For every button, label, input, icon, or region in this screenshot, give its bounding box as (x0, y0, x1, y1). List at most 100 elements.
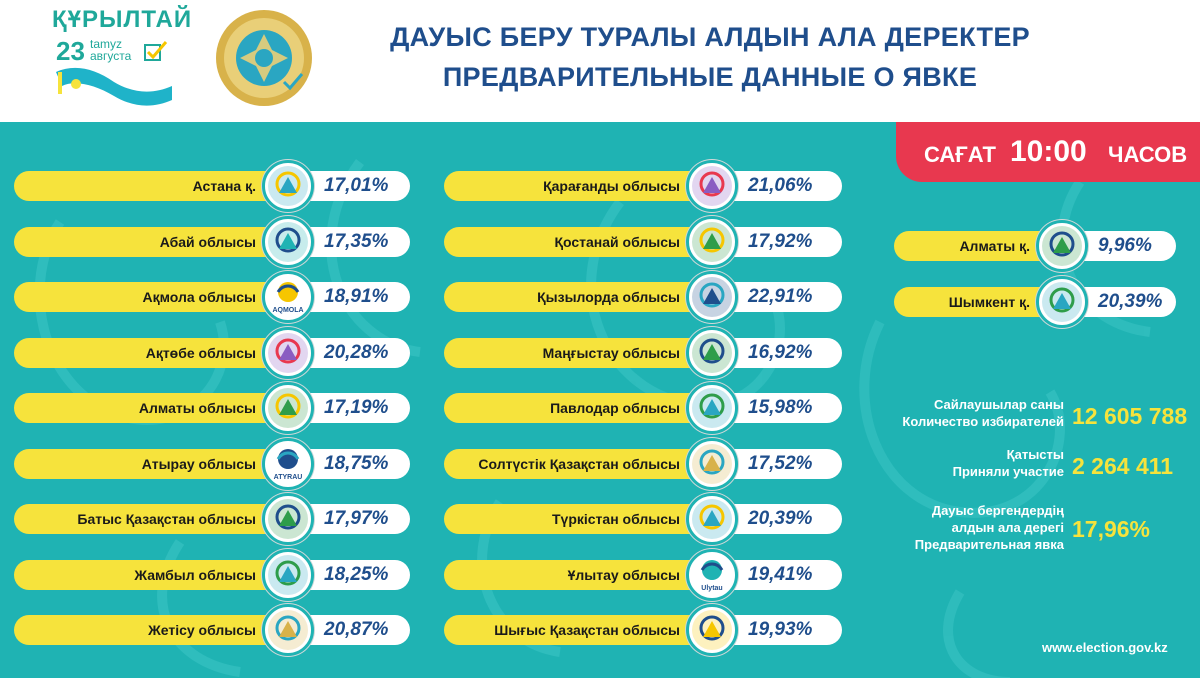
page-title-kz: ДАУЫС БЕРУ ТУРАЛЫ АЛДЫН АЛА ДЕРЕКТЕР (390, 22, 1030, 52)
region-turnout-pct: 17,35% (324, 230, 389, 252)
region-turnout-pct: 17,97% (324, 508, 389, 529)
turnout-label: Дауыс бергендердің алдын ала дерегі Пред… (880, 502, 1064, 553)
region-name: Алматы қ. (959, 238, 1030, 254)
region-row: Солтүстік Қазақстан облысы 17,52% (444, 434, 842, 494)
region-name: Қостанай облысы (554, 233, 680, 250)
atyrau-emblem-icon: ATYRAU (262, 437, 314, 490)
svg-text:Ulytau: Ulytau (701, 585, 722, 592)
region-row: Қостанай облысы 17,92% (444, 212, 842, 272)
region-bar-name (14, 171, 288, 201)
region-row: Астана қ. 17,01% (14, 156, 410, 216)
region-name: Павлодар облысы (550, 400, 680, 416)
region-name: Маңғыстау облысы (542, 344, 680, 361)
region-turnout-pct: 22,91% (748, 286, 813, 307)
region-row: Ұлытау облысы 19,41% Ulytau (444, 545, 842, 605)
abai-emblem-icon (262, 215, 314, 268)
region-bar-name (14, 615, 288, 645)
region-name: Абай облысы (159, 233, 256, 250)
region-turnout-pct: 20,39% (1098, 291, 1163, 312)
turnout-label-kz1: Дауыс бергендердің (931, 503, 1064, 518)
karaganda-emblem-icon (686, 160, 738, 212)
region-row: Маңғыстау облысы 16,92% (444, 323, 842, 383)
kurultai-day: 23 (56, 36, 85, 66)
shymkent-emblem-icon (1036, 276, 1088, 328)
region-turnout-pct: 18,75% (324, 452, 389, 474)
region-turnout-pct: 20,28% (324, 341, 389, 363)
voters-value: 12 605 788 (1072, 403, 1188, 429)
region-bar-name (14, 393, 288, 423)
north-kz-emblem-icon (686, 437, 738, 490)
region-turnout-pct: 20,87% (324, 619, 389, 640)
mangystau-emblem-icon (686, 326, 738, 379)
region-row: Шымкент қ. 20,39% (894, 272, 1176, 332)
region-turnout-pct: 17,01% (324, 175, 389, 196)
region-bar-name (14, 559, 288, 590)
turnout-label-kz2: алдын ала дерегі (951, 520, 1064, 535)
region-row: Шығыс Қазақстан облысы 19,93% (444, 600, 842, 660)
almaty-city-emblem-icon (1036, 220, 1088, 272)
region-bar-name (14, 504, 288, 534)
kurultai-word: ҚҰРЫЛТАЙ (52, 6, 193, 33)
region-bar-name (894, 231, 1062, 261)
participated-label: Қатысты Приняли участие (900, 446, 1064, 480)
kurultai-month-kz: tamyz (90, 37, 123, 51)
region-bar-name (444, 559, 712, 590)
region-name: Шығыс Қазақстан облысы (494, 622, 680, 638)
region-bar-name (444, 615, 712, 645)
header: ҚҰРЫЛТАЙ 23 tamyz августа ДАУЫС БЕРУ ТУР… (0, 0, 1200, 122)
region-turnout-pct: 20,39% (748, 508, 813, 529)
region-row: Жетісу облысы 20,87% (14, 600, 410, 660)
region-name: Солтүстік Қазақстан облысы (478, 455, 680, 472)
region-name: Ақтөбе облысы (145, 344, 256, 361)
zhetisu-emblem-icon (262, 604, 314, 656)
region-bar-name (444, 393, 712, 423)
voters-label-ru: Количество избирателей (902, 414, 1064, 429)
time-badge: САҒАТ 10:00 ЧАСОВ (896, 122, 1200, 182)
time-prefix: САҒАТ (924, 142, 996, 167)
participated-label-kz: Қатысты (1006, 447, 1064, 462)
turkistan-emblem-icon (686, 493, 738, 545)
region-name: Қызылорда облысы (537, 289, 680, 305)
participated-label-ru: Приняли участие (952, 464, 1064, 479)
region-row: Ақмола облысы 18,91% AQMOLA (14, 267, 410, 327)
flag-ribbon-icon (56, 67, 172, 106)
region-turnout-pct: 17,19% (324, 397, 389, 418)
svg-text:ATYRAU: ATYRAU (274, 474, 303, 481)
region-name: Астана қ. (192, 178, 256, 194)
region-turnout-pct: 18,91% (324, 286, 389, 307)
voters-label-kz: Сайлаушылар саны (933, 397, 1064, 412)
region-bar-name (444, 282, 712, 312)
region-name: Ақмола облысы (142, 289, 256, 305)
page-title-ru: ПРЕДВАРИТЕЛЬНЫЕ ДАННЫЕ О ЯВКЕ (442, 62, 978, 92)
region-turnout-pct: 16,92% (748, 341, 813, 363)
region-bar-name (14, 282, 288, 312)
time-value: 10:00 (1010, 135, 1087, 168)
turnout-value: 17,96% (1072, 516, 1151, 542)
region-row: Жамбыл облысы 18,25% (14, 545, 410, 605)
region-bar-name (444, 226, 712, 257)
west-kz-emblem-icon (262, 493, 314, 545)
voters-label: Сайлаушылар саны Количество избирателей (900, 396, 1064, 430)
region-row: Қарағанды облысы 21,06% (444, 156, 842, 216)
region-row: Қызылорда облысы 22,91% (444, 267, 842, 327)
website-link[interactable]: www.election.gov.kz (1042, 640, 1168, 655)
kurultai-logo: ҚҰРЫЛТАЙ 23 tamyz августа (52, 6, 191, 112)
kyzylorda-emblem-icon (686, 271, 738, 323)
region-row: Павлодар облысы 15,98% (444, 378, 842, 438)
almaty-oblast-emblem-icon (262, 382, 314, 434)
region-name: Алматы облысы (138, 400, 256, 416)
region-bar-name (444, 448, 712, 479)
region-bar-name (444, 337, 712, 368)
region-name: Түркістан облысы (551, 511, 680, 527)
kurultai-month-ru: августа (90, 49, 132, 63)
region-row: Алматы облысы 17,19% (14, 378, 410, 438)
region-name: Атырау облысы (141, 455, 256, 472)
region-row: Түркістан облысы 20,39% (444, 489, 842, 549)
region-turnout-pct: 9,96% (1098, 235, 1152, 256)
region-bar-name (444, 504, 712, 534)
election-commission-emblem-icon (216, 10, 312, 106)
region-turnout-pct: 19,41% (748, 563, 813, 585)
region-bar-name (14, 448, 288, 479)
pavlodar-emblem-icon (686, 382, 738, 434)
svg-text:AQMOLA: AQMOLA (272, 307, 303, 314)
